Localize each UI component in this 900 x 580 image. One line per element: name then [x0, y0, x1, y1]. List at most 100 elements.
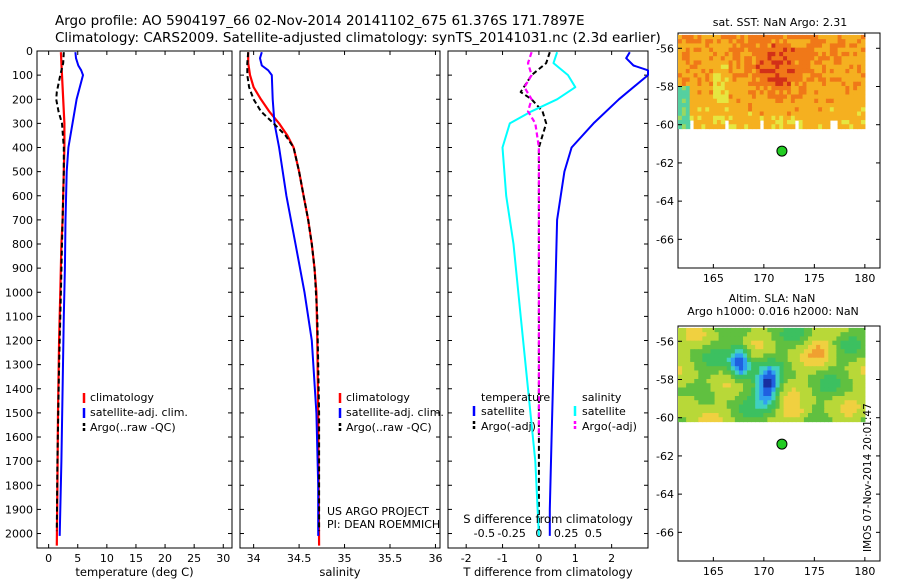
heatmap-cell: [832, 374, 838, 380]
heatmap-cell: [790, 68, 796, 74]
heatmap-cell: [807, 349, 813, 355]
heatmap-cell: [686, 366, 691, 372]
heatmap-cell: [744, 107, 749, 113]
heatmap-cell: [714, 408, 720, 414]
heatmap-cell: [816, 344, 821, 350]
heatmap-cell: [771, 81, 776, 87]
heatmap-cell: [818, 98, 823, 104]
heatmap-cell: [751, 327, 756, 333]
heatmap-cell: [828, 400, 833, 406]
heatmap-cell: [685, 98, 691, 104]
heatmap-cell: [791, 408, 797, 414]
y-tick-label: 400: [12, 142, 33, 155]
heatmap-cell: [837, 85, 843, 91]
heatmap-cell: [840, 332, 846, 338]
heatmap-cell: [730, 400, 736, 406]
heatmap-cell: [755, 366, 760, 372]
heatmap-cell: [840, 413, 846, 418]
heatmap-cell: [807, 374, 813, 380]
heatmap-cell: [713, 111, 718, 117]
heatmap-cell: [807, 417, 813, 423]
heatmap-cell: [860, 124, 866, 130]
heatmap-cell: [685, 68, 691, 74]
heatmap-cell: [857, 73, 862, 79]
heatmap-cell: [828, 383, 833, 389]
heatmap-cell: [706, 353, 712, 359]
heatmap-cell: [779, 68, 784, 74]
heatmap-cell: [825, 107, 831, 113]
heatmap-cell: [736, 120, 741, 125]
heatmap-cell: [794, 77, 800, 83]
heatmap-cell: [714, 361, 720, 367]
heatmap-cell: [860, 357, 866, 363]
heatmap-cell: [755, 408, 760, 414]
heatmap-cell: [690, 327, 695, 333]
heatmap-cell: [806, 111, 811, 117]
heatmap-cell: [718, 370, 724, 376]
heatmap-cell: [844, 370, 850, 376]
heatmap-cell: [755, 98, 761, 104]
heatmap-cell: [751, 344, 756, 350]
heatmap-cell: [833, 111, 839, 117]
heatmap-cell: [824, 349, 829, 355]
heatmap-cell: [726, 349, 732, 355]
sla_map-argo-position-marker: [776, 438, 788, 450]
heatmap-cell: [860, 378, 866, 384]
x-tick-label: 20: [158, 552, 172, 565]
heatmap-cell: [832, 383, 838, 389]
heatmap-cell: [710, 370, 716, 376]
x-tick-label: 170: [753, 565, 774, 578]
heatmap-cell: [849, 60, 854, 66]
heatmap-cell: [767, 391, 773, 397]
heatmap-cell: [783, 366, 789, 372]
heatmap-cell: [814, 98, 819, 104]
heatmap-cell: [748, 68, 753, 74]
heatmap-cell: [810, 115, 815, 121]
heatmap-cell: [853, 34, 858, 40]
heatmap-cell: [682, 370, 687, 376]
heatmap-cell: [820, 374, 825, 380]
heatmap-cell: [840, 387, 846, 393]
heatmap-cell: [848, 344, 854, 350]
heatmap-cell: [744, 51, 749, 57]
heatmap-cell: [694, 417, 699, 423]
heatmap-cell: [856, 383, 862, 389]
heatmap-cell: [705, 103, 710, 108]
heatmap-cell: [775, 387, 781, 393]
heatmap-cell: [736, 115, 741, 121]
heatmap-cell: [799, 400, 805, 406]
heatmap-cell: [852, 391, 858, 397]
heatmap-cell: [713, 43, 718, 49]
y-tick-label: 1000: [5, 286, 33, 299]
heatmap-cell: [829, 68, 835, 74]
heatmap-cell: [849, 98, 854, 104]
heatmap-cell: [678, 404, 683, 410]
heatmap-cell: [816, 378, 821, 384]
heatmap-cell: [836, 353, 842, 359]
heatmap-cell: [832, 417, 838, 423]
heatmap-cell: [702, 349, 708, 355]
heatmap-cell: [803, 400, 809, 406]
heatmap-cell: [779, 332, 785, 338]
heatmap-cell: [852, 370, 858, 376]
heatmap-cell: [716, 64, 722, 70]
heatmap-cell: [714, 340, 720, 346]
heatmap-cell: [807, 413, 813, 418]
heatmap-cell: [705, 120, 710, 125]
heatmap-cell: [802, 94, 808, 100]
heatmap-cell: [738, 357, 744, 363]
heatmap-cell: [755, 103, 761, 108]
heatmap-cell: [857, 34, 862, 40]
heatmap-cell: [845, 115, 850, 121]
heatmap-cell: [694, 349, 699, 355]
heatmap-cell: [682, 361, 687, 367]
heatmap-cell: [787, 39, 792, 45]
heatmap-cell: [856, 353, 862, 359]
heatmap-cell: [689, 111, 695, 117]
heatmap-cell: [713, 120, 718, 125]
heatmap-cell: [779, 340, 785, 346]
heatmap-cell: [697, 111, 702, 117]
heatmap-cell: [742, 353, 748, 359]
heatmap-cell: [787, 396, 793, 401]
heatmap-cell: [802, 56, 808, 62]
